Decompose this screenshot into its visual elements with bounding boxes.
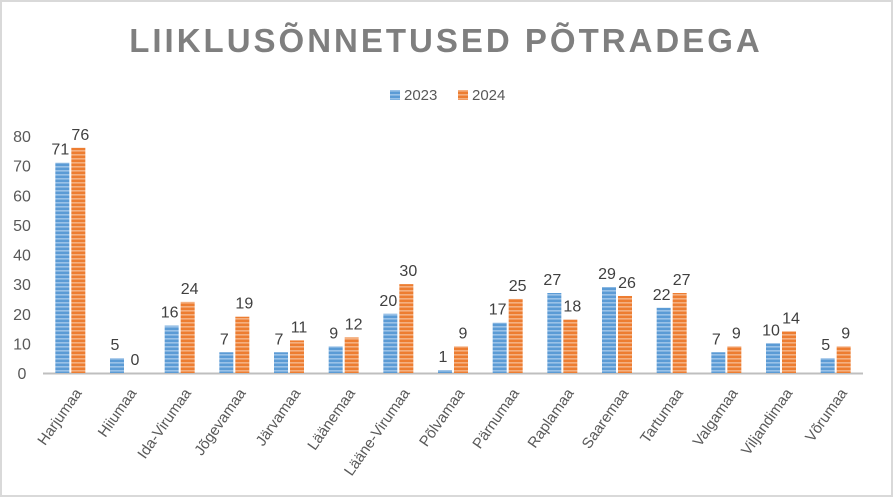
data-label: 29 [598,266,616,283]
data-label: 26 [618,275,636,292]
data-label: 9 [841,325,850,342]
x-tick-label: Põlvamaa [416,385,469,450]
data-label: 14 [782,311,800,328]
x-tick-label: Viljandimaa [738,385,797,459]
bar-2024 [290,340,304,373]
y-tick-label: 40 [13,248,31,265]
data-label: 7 [220,331,229,348]
data-label: 30 [399,263,417,280]
bar-2024 [618,295,632,373]
y-tick-label: 0 [18,366,27,383]
bar-2023 [438,370,452,373]
data-label: 10 [762,322,780,339]
bar-2023 [711,352,726,373]
x-tick-label: Hiiumaa [95,385,141,440]
legend-label: 2024 [472,87,505,104]
data-label: 71 [51,142,69,159]
data-label: 1 [439,349,448,366]
legend-swatch [458,90,468,100]
y-tick-label: 10 [13,336,31,353]
x-tick-label: Tartumaa [637,385,687,447]
bar-2023 [55,162,70,373]
y-tick-label: 60 [13,188,31,205]
bar-2023 [328,346,343,373]
bar-2023 [492,322,507,373]
data-label: 18 [563,299,581,316]
data-label: 16 [161,305,179,322]
bar-2024 [235,316,250,373]
bar-2024 [782,331,796,373]
x-tick-label: Raplamaa [524,385,578,451]
chart-title: LIIKLUSÕNNETUSED PÕTRADEGA [129,22,763,59]
data-label: 7 [275,331,284,348]
bar-2023 [820,358,835,373]
bar-2024 [180,301,195,373]
y-tick-label: 80 [13,129,31,146]
legend-swatch [390,90,400,100]
data-label: 19 [235,296,253,313]
legend-label: 2023 [404,87,437,104]
x-tick-label: Jõgevamaa [191,385,250,459]
data-label: 11 [291,319,308,336]
data-label: 5 [821,337,830,354]
x-tick-label: Läänemaa [304,385,359,453]
y-tick-label: 50 [13,218,31,235]
y-tick-label: 20 [13,307,31,324]
data-label: 9 [459,325,468,342]
bar-2024 [344,337,359,373]
x-tick-label: Valgamaa [690,385,742,450]
data-label: 7 [712,331,721,348]
bar-2023 [547,293,562,373]
data-label: 27 [543,272,561,289]
data-label: 27 [673,272,691,289]
bar-2024 [399,284,414,373]
bar-2023 [766,343,780,373]
bar-2023 [656,307,671,373]
bar-2024 [563,319,578,373]
data-label: 17 [489,302,507,319]
data-label: 5 [111,337,120,354]
data-label: 24 [181,281,199,298]
x-tick-label: Võrumaa [802,385,851,445]
legend: 2023 2024 [390,87,505,104]
bar-2023 [274,352,288,373]
bar-2023 [219,352,234,373]
data-label: 0 [131,352,140,369]
bar-2023 [383,313,398,373]
x-tick-label: Järvamaa [253,385,305,449]
bar-2023 [164,325,179,373]
data-label: 9 [329,325,338,342]
bar-2023 [602,287,616,373]
data-label: 9 [732,325,741,342]
data-label: 20 [379,293,397,310]
x-tick-label: Harjumaa [34,385,86,449]
y-tick-label: 70 [13,159,31,176]
bar-2024 [672,293,687,373]
x-tick-label: Pärnumaa [469,385,523,452]
bar-2024 [727,346,742,373]
data-label: 22 [653,287,671,304]
bar-2024 [71,147,86,373]
x-tick-label: Ida-Virumaa [134,385,195,462]
data-label: 25 [509,278,527,295]
x-tick-label: Saaremaa [579,385,633,452]
data-label: 12 [345,316,363,333]
bar-2024 [508,298,523,373]
bar-2024 [836,346,851,373]
bar-2023 [110,358,124,373]
bar-2024 [454,346,468,373]
y-tick-label: 30 [13,277,31,294]
data-label: 76 [71,127,89,144]
